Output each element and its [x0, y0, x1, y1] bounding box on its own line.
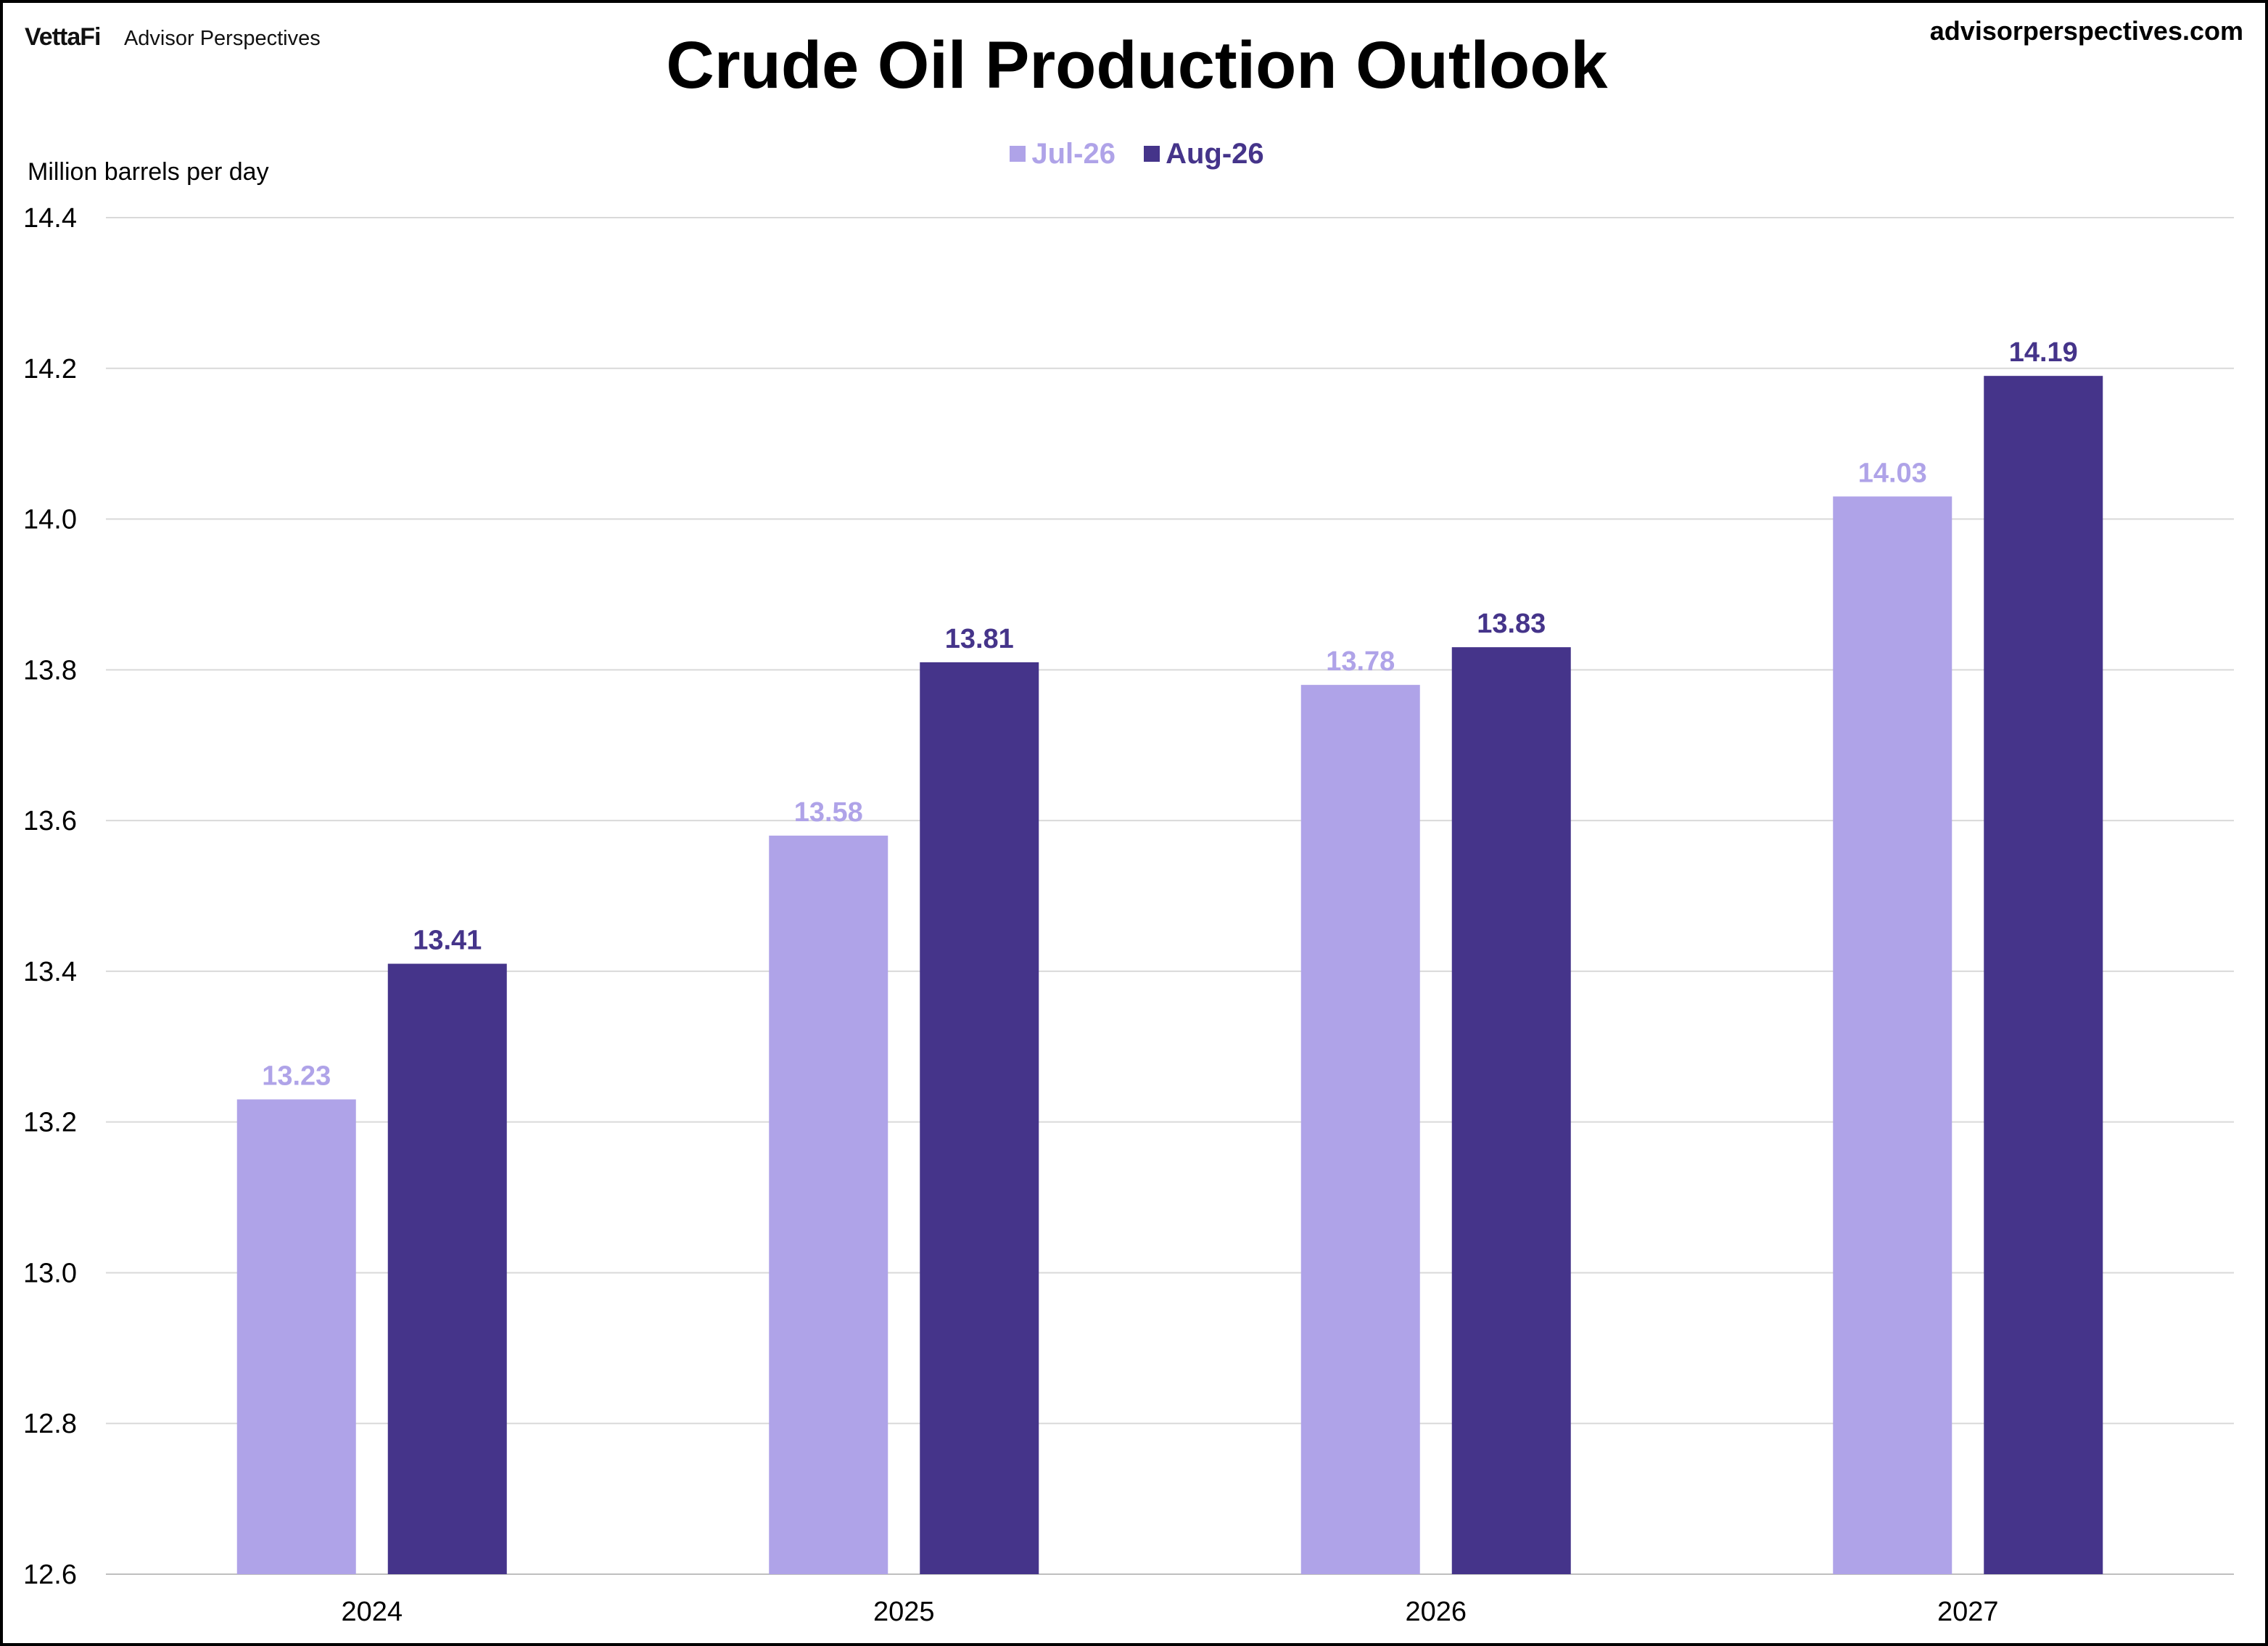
legend-label-jul-26: Jul-26	[1031, 138, 1116, 170]
site-url: advisorperspectives.com	[1929, 16, 2243, 46]
data-label: 13.78	[1326, 646, 1395, 677]
y-tick-label: 13.8	[23, 655, 77, 686]
legend: Jul-26 Aug-26	[3, 138, 2268, 170]
y-tick-label: 12.6	[23, 1560, 77, 1590]
data-label: 14.03	[1858, 458, 1927, 488]
y-tick-label: 13.6	[23, 806, 77, 836]
y-tick-label: 14.4	[23, 203, 77, 234]
legend-swatch-jul-26	[1010, 146, 1026, 162]
y-tick-label: 13.4	[23, 957, 77, 987]
y-tick-label: 14.0	[23, 505, 77, 535]
y-tick-label: 13.0	[23, 1258, 77, 1288]
y-axis-label: Million barrels per day	[28, 158, 269, 186]
data-label: 14.19	[2009, 337, 2078, 368]
y-tick-label: 12.8	[23, 1409, 77, 1439]
legend-item-jul-26: Jul-26	[1010, 138, 1116, 170]
bar-aug-26-2026	[1451, 647, 1571, 1574]
bar-aug-26-2025	[920, 662, 1039, 1574]
brand-name: Advisor Perspectives	[123, 27, 321, 50]
bar-aug-26-2027	[1984, 376, 2103, 1574]
data-label: 13.83	[1477, 609, 1546, 639]
bar-jul-26-2025	[769, 835, 888, 1574]
legend-label-aug-26: Aug-26	[1166, 138, 1264, 170]
bar-aug-26-2024	[387, 963, 507, 1574]
bar-jul-26-2024	[236, 1099, 356, 1574]
y-tick-label: 14.2	[23, 354, 77, 384]
bar-jul-26-2026	[1300, 685, 1420, 1574]
data-label: 13.41	[413, 926, 482, 956]
data-label: 13.81	[945, 624, 1014, 654]
legend-item-aug-26: Aug-26	[1144, 138, 1264, 170]
bar-jul-26-2027	[1833, 496, 1952, 1574]
legend-swatch-aug-26	[1144, 146, 1160, 162]
brand: VettaFi Advisor Perspectives	[25, 23, 321, 52]
x-tick-label: 2027	[1937, 1597, 1999, 1627]
x-tick-label: 2026	[1405, 1597, 1467, 1627]
vettafi-logo: VettaFi	[25, 23, 101, 51]
chart-title: Crude Oil Production Outlook	[666, 28, 1608, 102]
x-tick-label: 2024	[341, 1597, 403, 1627]
y-tick-label: 13.2	[23, 1108, 77, 1138]
data-label: 13.23	[262, 1061, 331, 1092]
plot-area: 12.6 12.8 13.0 13.2 13.4 13.6 13.8 14.0 14.2 14.4…	[23, 203, 2234, 1627]
data-label: 13.58	[794, 797, 863, 828]
x-tick-label: 2025	[873, 1597, 935, 1627]
